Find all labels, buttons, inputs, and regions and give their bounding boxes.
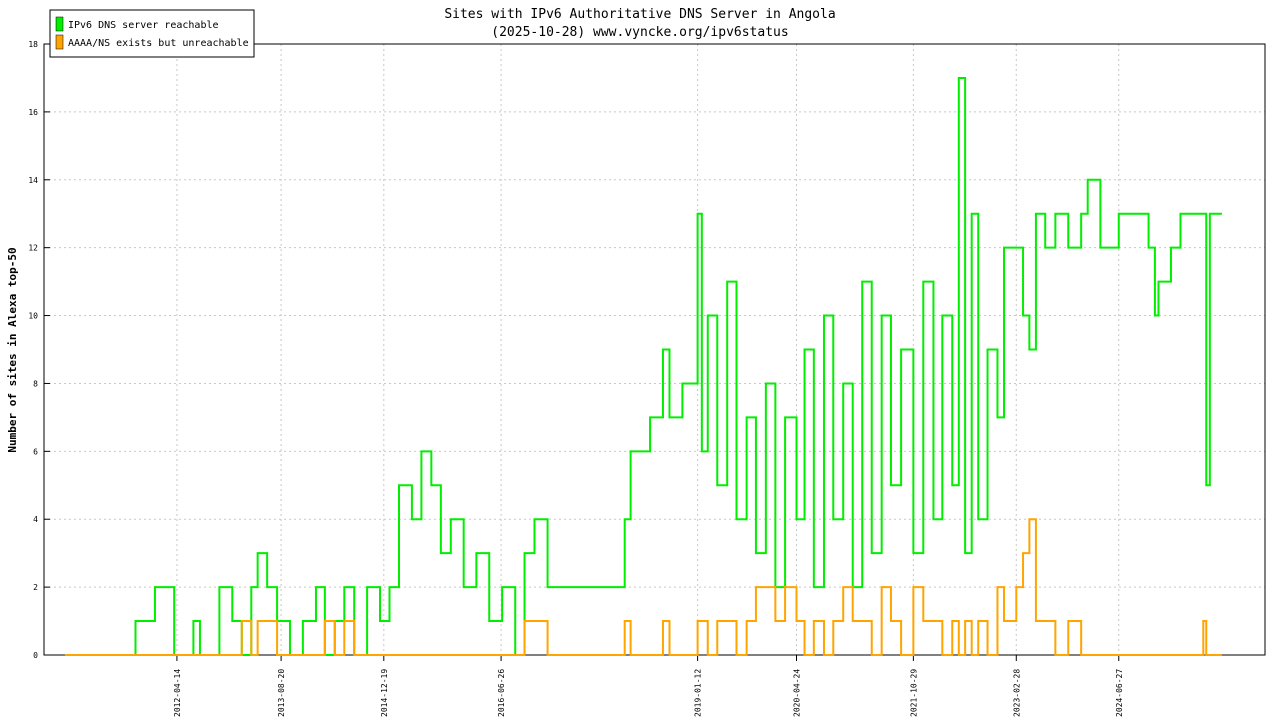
legend-box bbox=[49, 9, 255, 58]
x-tick-label: 2016-06-26 bbox=[497, 669, 506, 717]
y-tick-label: 2 bbox=[33, 583, 38, 592]
legend-swatch bbox=[55, 16, 64, 32]
legend-swatch bbox=[55, 34, 64, 50]
legend: IPv6 DNS server reachable AAAA/NS exists … bbox=[49, 9, 255, 58]
chart-subtitle: (2025-10-28) www.vyncke.org/ipv6status bbox=[491, 25, 788, 40]
legend-label: IPv6 DNS server reachable bbox=[68, 20, 219, 31]
x-tick-label: 2023-02-28 bbox=[1012, 669, 1021, 717]
x-tick-label: 2013-08-20 bbox=[277, 669, 286, 717]
y-axis-label: Number of sites in Alexa top-50 bbox=[6, 247, 19, 452]
x-tick-label: 2014-12-19 bbox=[380, 669, 389, 717]
y-tick-label: 6 bbox=[33, 447, 38, 456]
legend-label: AAAA/NS exists but unreachable bbox=[68, 38, 249, 49]
x-tick-label: 2024-06-27 bbox=[1115, 669, 1124, 717]
y-tick-label: 8 bbox=[33, 379, 38, 388]
y-tick-label: 16 bbox=[28, 108, 38, 117]
x-tick-label: 2021-10-29 bbox=[909, 669, 918, 717]
y-tick-label: 14 bbox=[28, 176, 38, 185]
x-tick-label: 2012-04-14 bbox=[173, 669, 182, 717]
y-tick-label: 18 bbox=[28, 40, 38, 49]
x-tick-label: 2020-04-24 bbox=[793, 669, 802, 717]
series-line bbox=[64, 518, 1222, 656]
y-tick-label: 10 bbox=[28, 312, 38, 321]
x-tick-label: 2019-01-12 bbox=[694, 669, 703, 717]
y-tick-label: 0 bbox=[33, 651, 38, 660]
chart-title: Sites with IPv6 Authoritative DNS Server… bbox=[444, 7, 835, 22]
y-tick-label: 12 bbox=[28, 244, 38, 253]
y-tick-label: 4 bbox=[33, 515, 38, 524]
